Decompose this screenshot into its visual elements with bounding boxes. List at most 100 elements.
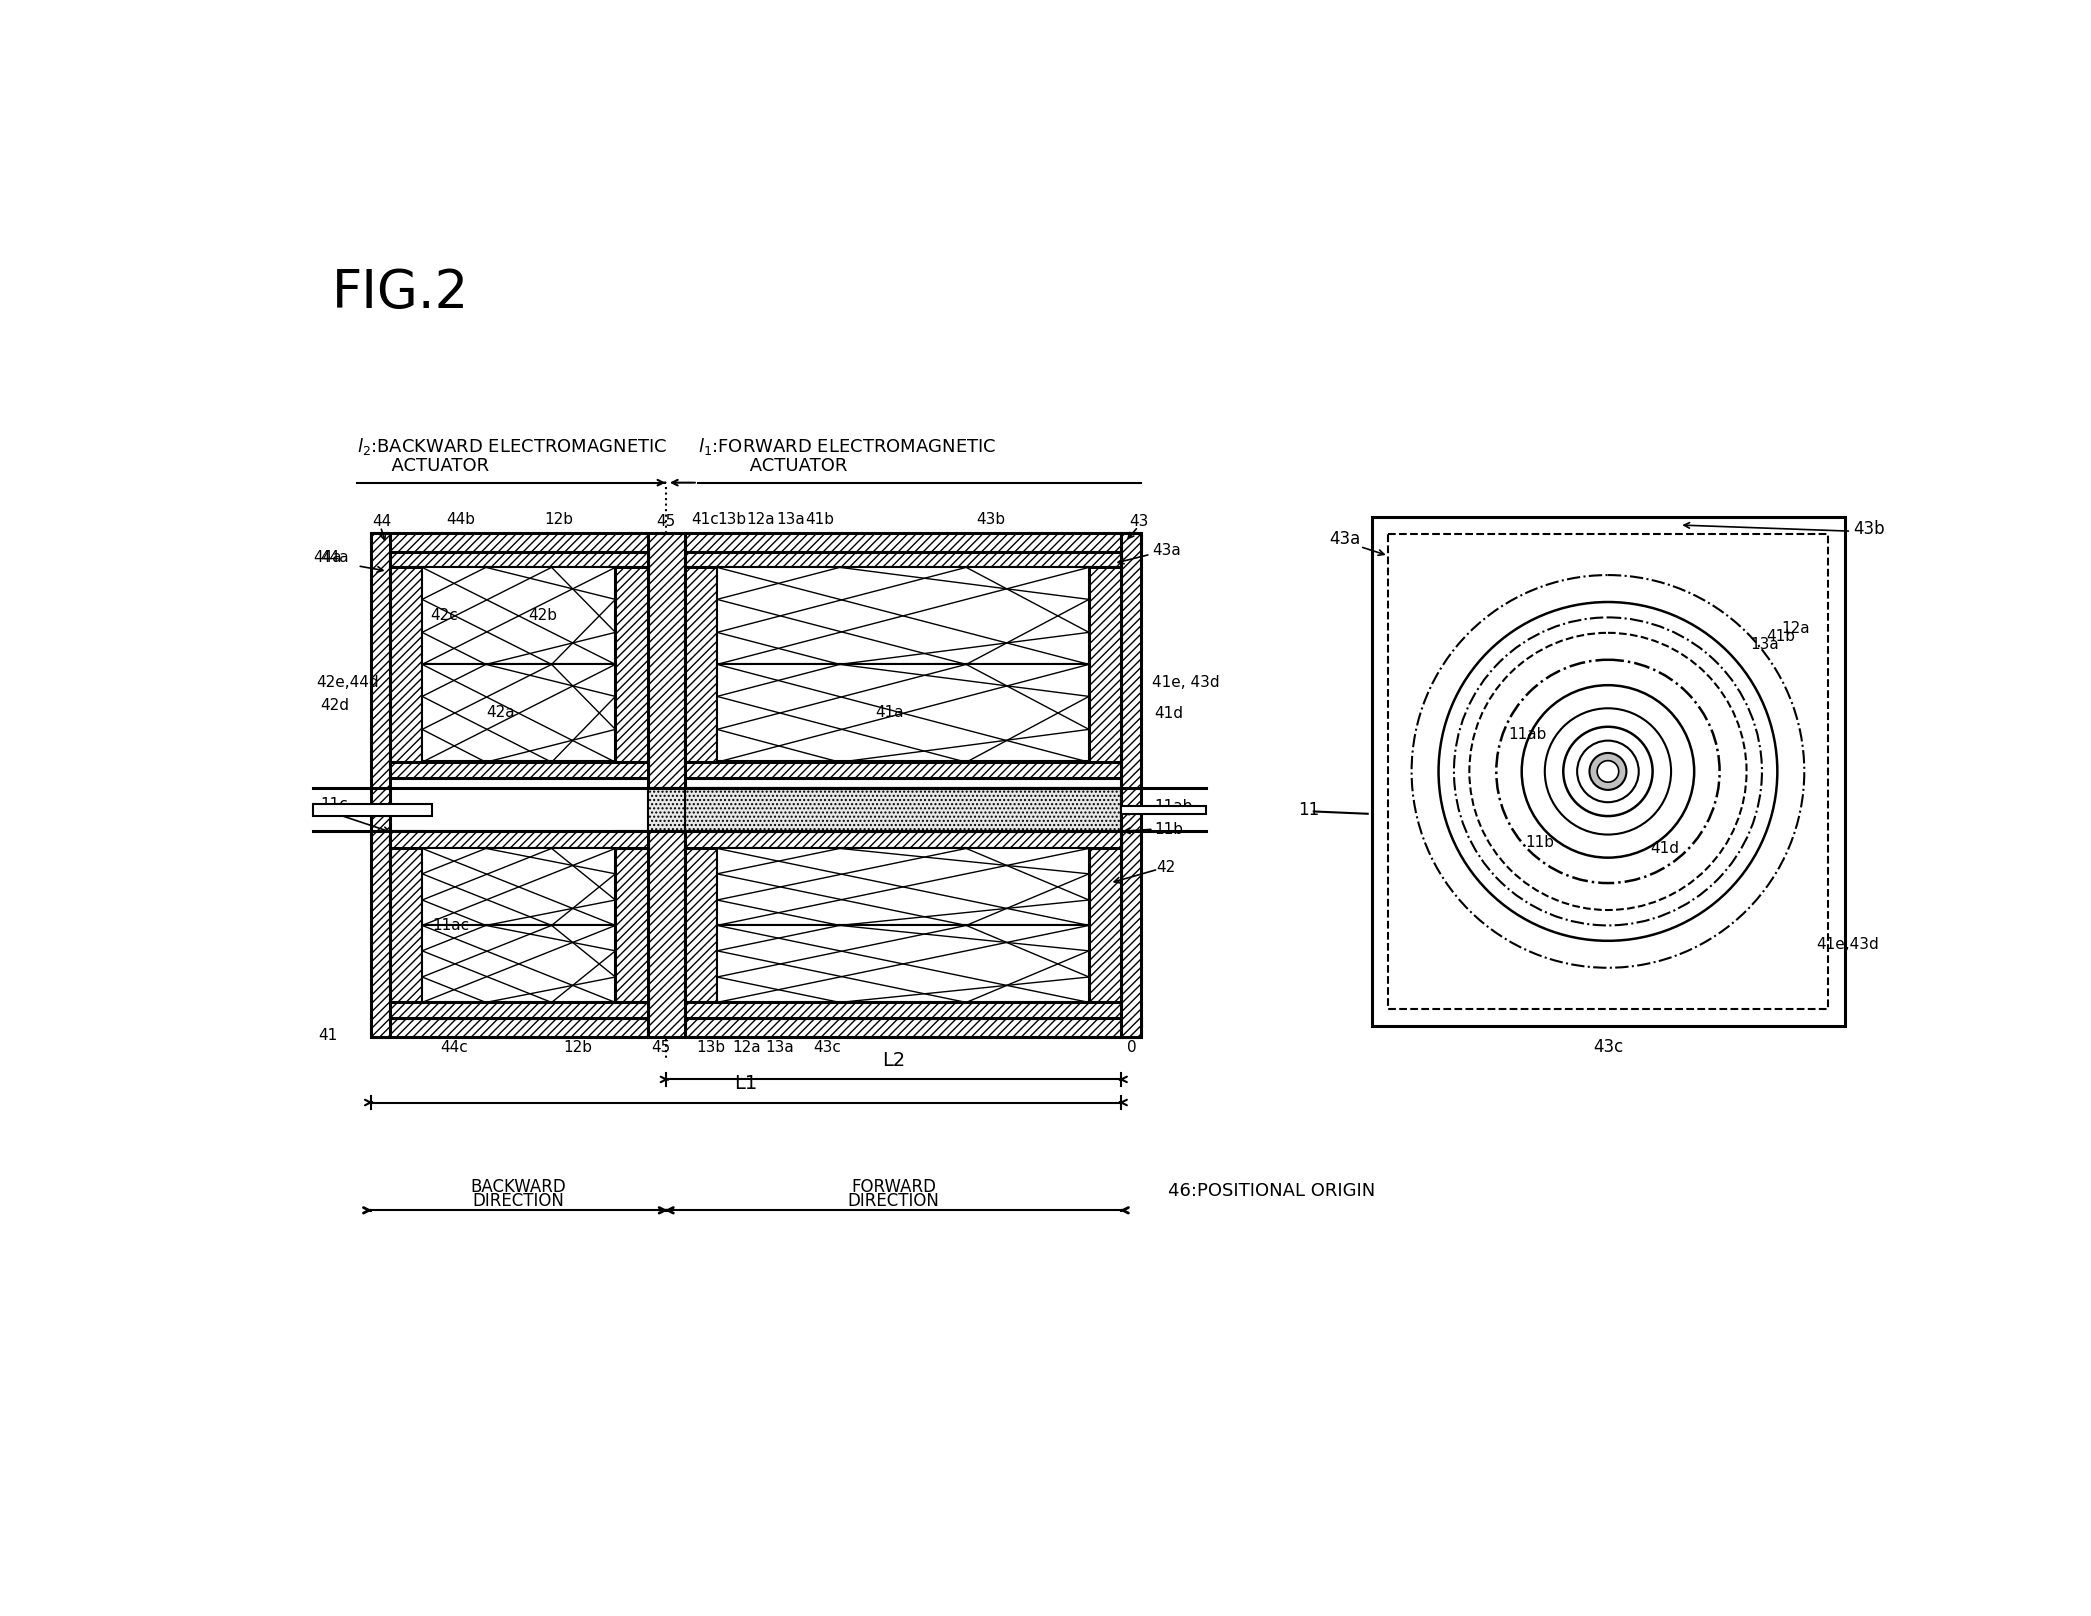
Text: 42a: 42a <box>485 706 514 721</box>
Bar <box>1372 517 1844 1026</box>
Bar <box>684 533 1140 553</box>
Bar <box>717 926 1089 1002</box>
Bar <box>422 664 615 761</box>
Text: 44b: 44b <box>445 512 475 527</box>
Text: 41b: 41b <box>1765 629 1794 645</box>
Text: 11c: 11c <box>320 797 349 811</box>
Text: 41c: 41c <box>692 512 719 527</box>
Bar <box>370 1018 648 1037</box>
Text: 41b: 41b <box>805 512 834 527</box>
Text: $l_1$:FORWARD ELECTROMAGNETIC: $l_1$:FORWARD ELECTROMAGNETIC <box>698 436 995 457</box>
Bar <box>1121 806 1207 814</box>
Text: 12b: 12b <box>562 1039 592 1055</box>
Text: 41e,43d: 41e,43d <box>1815 937 1878 952</box>
Text: 46:POSITIONAL ORIGIN: 46:POSITIONAL ORIGIN <box>1167 1181 1374 1201</box>
Text: 41d: 41d <box>1650 840 1679 856</box>
Bar <box>648 789 684 832</box>
Text: 43a: 43a <box>1152 543 1181 558</box>
Bar <box>684 553 1121 567</box>
Text: 13b: 13b <box>717 512 746 527</box>
Text: ACTUATOR: ACTUATOR <box>698 457 847 475</box>
Bar <box>684 1018 1140 1037</box>
Bar <box>684 1002 1121 1018</box>
Text: DIRECTION: DIRECTION <box>847 1193 939 1210</box>
Text: 42e,44d: 42e,44d <box>316 675 378 690</box>
Text: 42c: 42c <box>431 608 458 624</box>
Circle shape <box>1589 753 1627 790</box>
Text: 43b: 43b <box>976 512 1006 527</box>
Text: 43: 43 <box>1129 514 1148 528</box>
Text: 41d: 41d <box>1154 706 1184 721</box>
Text: 11ac: 11ac <box>433 918 468 932</box>
Text: 44: 44 <box>372 514 391 528</box>
Bar <box>684 832 717 1002</box>
Bar <box>1388 535 1828 1008</box>
Text: 13a: 13a <box>765 1039 795 1055</box>
Text: 44a: 44a <box>320 549 349 566</box>
Text: 42b: 42b <box>529 608 558 624</box>
Bar <box>684 832 1121 848</box>
Text: 45a: 45a <box>688 805 717 819</box>
Bar <box>1089 567 1121 763</box>
Text: $l_2$:BACKWARD ELECTROMAGNETIC: $l_2$:BACKWARD ELECTROMAGNETIC <box>358 436 667 457</box>
Bar <box>615 832 648 1002</box>
Bar <box>389 763 648 777</box>
Bar <box>684 789 1121 832</box>
Text: ACTUATOR: ACTUATOR <box>358 457 489 475</box>
Text: 41a: 41a <box>874 706 903 721</box>
Text: 12a: 12a <box>732 1039 761 1055</box>
Bar <box>389 567 422 763</box>
Text: 44a: 44a <box>314 549 341 566</box>
Text: 41e, 43d: 41e, 43d <box>1152 675 1219 690</box>
Text: 11b: 11b <box>1526 835 1554 850</box>
Text: 12a: 12a <box>746 512 776 527</box>
Circle shape <box>1598 761 1618 782</box>
Text: 45: 45 <box>652 1039 671 1055</box>
Text: L1: L1 <box>734 1075 757 1094</box>
Text: FIG.2: FIG.2 <box>332 267 468 318</box>
Text: 43a: 43a <box>1330 530 1361 548</box>
Text: 13a: 13a <box>1750 637 1779 651</box>
Bar <box>717 567 1089 664</box>
Text: 11: 11 <box>1299 802 1319 819</box>
Bar <box>422 926 615 1002</box>
Text: DIRECTION: DIRECTION <box>473 1193 565 1210</box>
Text: 11b: 11b <box>1154 821 1184 837</box>
Bar <box>314 803 433 816</box>
Bar <box>717 848 1089 926</box>
Bar <box>1121 533 1140 1037</box>
Text: 13a: 13a <box>776 512 805 527</box>
Bar <box>389 1002 648 1018</box>
Text: L2: L2 <box>882 1050 905 1070</box>
Bar <box>684 567 717 763</box>
Text: 45: 45 <box>657 514 675 528</box>
Bar <box>389 832 422 1002</box>
Text: 11ab: 11ab <box>1154 798 1192 813</box>
Bar <box>422 848 615 926</box>
Text: 42: 42 <box>1156 860 1175 876</box>
Bar <box>389 553 648 567</box>
Text: 11ab: 11ab <box>1508 727 1545 742</box>
Text: 0: 0 <box>1127 1039 1138 1055</box>
Text: 12a: 12a <box>1782 622 1811 637</box>
Text: 42d: 42d <box>320 698 349 714</box>
Text: 43c: 43c <box>813 1039 841 1055</box>
Bar <box>389 832 648 848</box>
Bar <box>370 533 389 1037</box>
Bar <box>615 567 648 763</box>
Bar <box>717 664 1089 761</box>
Text: FORWARD: FORWARD <box>851 1178 937 1196</box>
Text: 12b: 12b <box>544 512 573 527</box>
Text: 43c: 43c <box>1593 1037 1623 1057</box>
Bar <box>684 763 1121 777</box>
Text: 43b: 43b <box>1853 520 1884 538</box>
Bar <box>1089 832 1121 1002</box>
Text: 11a: 11a <box>761 805 790 819</box>
Bar <box>422 567 615 664</box>
Bar <box>648 533 684 1037</box>
Text: 13b: 13b <box>696 1039 726 1055</box>
Bar <box>370 533 648 553</box>
Text: 44c: 44c <box>439 1039 468 1055</box>
Text: BACKWARD: BACKWARD <box>470 1178 567 1196</box>
Text: 41: 41 <box>318 1028 337 1042</box>
